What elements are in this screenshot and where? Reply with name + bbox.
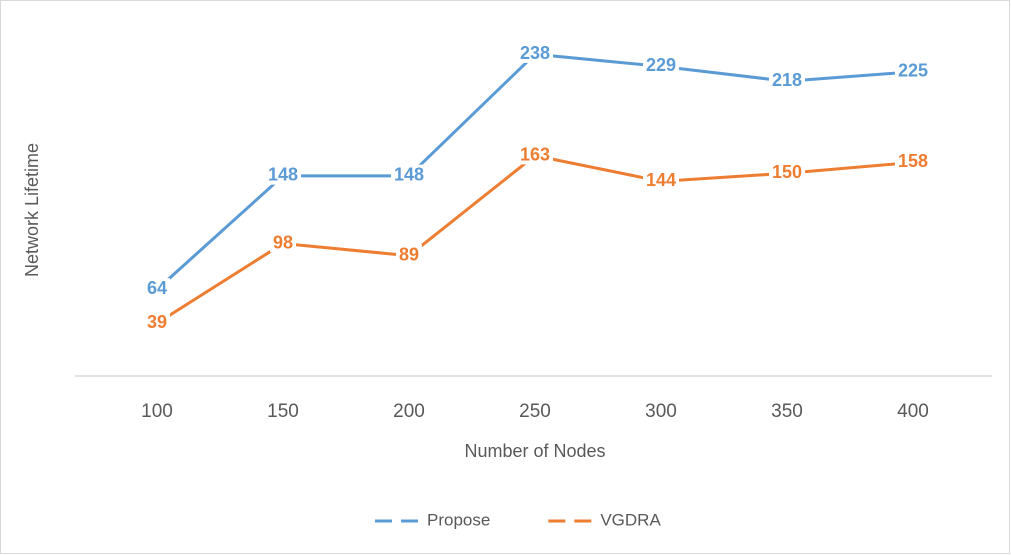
data-label: 98 bbox=[273, 232, 293, 252]
data-label-bg bbox=[143, 312, 171, 333]
data-label: 238 bbox=[520, 43, 550, 63]
x-tick-label: 400 bbox=[897, 401, 929, 422]
data-label-bg bbox=[768, 161, 806, 182]
data-label-bg bbox=[516, 144, 554, 165]
data-label: 148 bbox=[268, 165, 298, 185]
data-label-bg bbox=[269, 232, 297, 253]
x-tick-label: 150 bbox=[267, 401, 299, 422]
data-label: 225 bbox=[898, 61, 928, 81]
data-label-bg bbox=[264, 164, 302, 185]
data-label-bg bbox=[516, 42, 554, 63]
data-label-bg bbox=[894, 151, 932, 172]
data-label-bg bbox=[143, 278, 171, 299]
x-tick-label: 250 bbox=[519, 401, 551, 422]
data-label: 158 bbox=[898, 151, 928, 171]
data-label: 144 bbox=[646, 170, 676, 190]
data-label: 89 bbox=[399, 244, 419, 264]
x-tick-label: 350 bbox=[771, 401, 803, 422]
data-label-bg bbox=[894, 60, 932, 81]
x-tick-label: 300 bbox=[645, 401, 677, 422]
data-label: 229 bbox=[646, 55, 676, 75]
data-label-bg bbox=[642, 55, 680, 76]
data-label: 150 bbox=[772, 162, 802, 182]
x-tick-label: 200 bbox=[393, 401, 425, 422]
data-label-bg bbox=[642, 170, 680, 191]
data-label: 39 bbox=[147, 312, 167, 332]
legend-label: Propose bbox=[427, 510, 490, 529]
data-label: 64 bbox=[147, 278, 167, 298]
data-label: 148 bbox=[394, 165, 424, 185]
data-label-bg bbox=[395, 244, 423, 265]
y-axis-title: Network Lifetime bbox=[22, 143, 42, 277]
data-label: 218 bbox=[772, 70, 802, 90]
data-label: 163 bbox=[520, 144, 550, 164]
data-label-bg bbox=[768, 70, 806, 91]
x-tick-label: 100 bbox=[141, 401, 173, 422]
x-axis-title: Number of Nodes bbox=[464, 441, 605, 461]
data-label-bg bbox=[390, 164, 428, 185]
legend-label: VGDRA bbox=[600, 510, 661, 529]
